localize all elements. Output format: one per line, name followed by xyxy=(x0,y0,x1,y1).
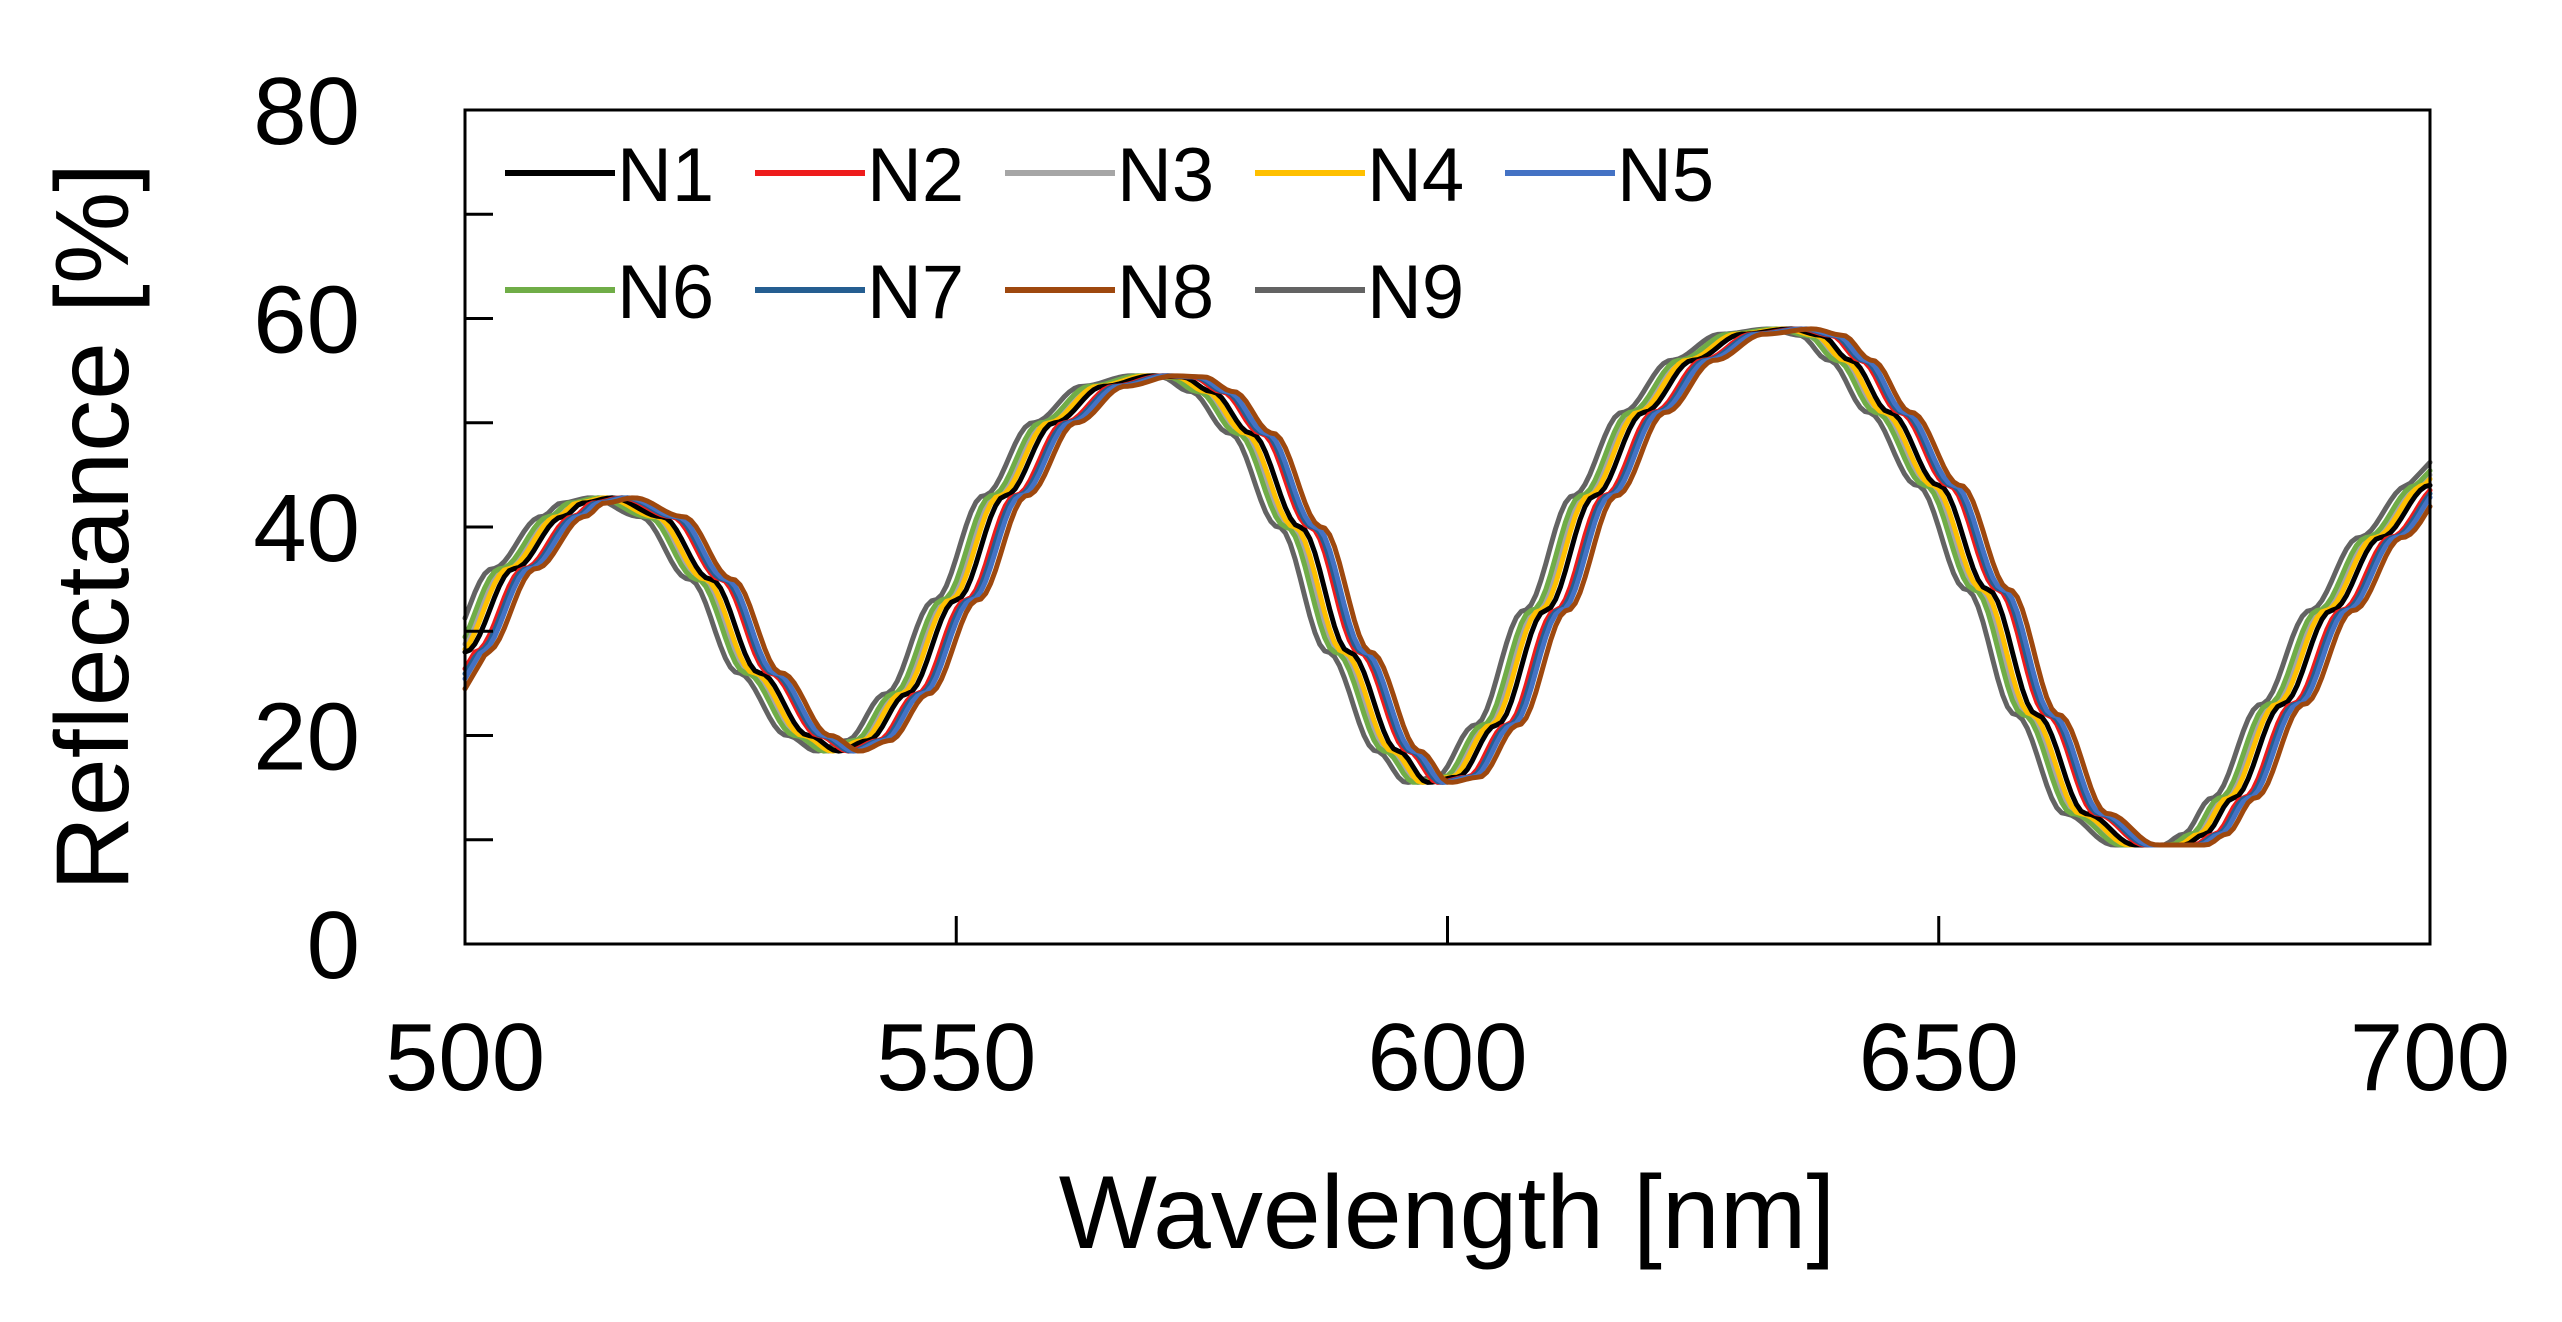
series-line-n9 xyxy=(462,326,2433,848)
series-line-n1 xyxy=(462,326,2433,848)
legend-label: N9 xyxy=(1367,250,1464,335)
series-lines xyxy=(462,326,2433,848)
legend-item-n2: N2 xyxy=(755,133,964,218)
series-line-n8 xyxy=(462,326,2433,848)
legend-item-n1: N1 xyxy=(505,133,714,218)
legend-label: N1 xyxy=(617,133,714,218)
legend-label: N6 xyxy=(617,250,714,335)
legend-item-n3: N3 xyxy=(1005,133,1214,218)
legend-item-n9: N9 xyxy=(1255,250,1464,335)
legend-label: N7 xyxy=(867,250,964,335)
plot-frame xyxy=(463,108,2432,946)
y-tick-label: 40 xyxy=(253,475,360,582)
y-axis-title: Reflectance [%] xyxy=(35,163,151,891)
y-tick-label: 20 xyxy=(253,684,360,791)
legend-item-n8: N8 xyxy=(1005,250,1214,335)
legend: N1 N2 N3 N4 N5 N6 N7 N8 N9 xyxy=(505,133,1714,335)
legend-item-n5: N5 xyxy=(1505,133,1714,218)
x-tick-label: 500 xyxy=(385,1004,545,1111)
y-tick-label: 80 xyxy=(253,58,360,165)
x-tick-label: 600 xyxy=(1367,1004,1527,1111)
x-axis-title: Wavelength [nm] xyxy=(1059,1155,1836,1271)
legend-item-n6: N6 xyxy=(505,250,714,335)
x-tick-label: 700 xyxy=(2350,1004,2510,1111)
legend-label: N8 xyxy=(1117,250,1214,335)
legend-item-n7: N7 xyxy=(755,250,964,335)
tick-labels: 500 550 600 650 700 0 20 40 60 80 xyxy=(253,58,2510,1111)
legend-label: N3 xyxy=(1117,133,1214,218)
y-tick-label: 0 xyxy=(307,892,360,999)
axis-ticks xyxy=(463,108,2432,946)
legend-label: N5 xyxy=(1617,133,1714,218)
x-tick-label: 650 xyxy=(1859,1004,2019,1111)
x-tick-label: 550 xyxy=(876,1004,1036,1111)
legend-label: N2 xyxy=(867,133,964,218)
legend-label: N4 xyxy=(1367,133,1464,218)
legend-item-n4: N4 xyxy=(1255,133,1464,218)
y-tick-label: 60 xyxy=(253,267,360,374)
